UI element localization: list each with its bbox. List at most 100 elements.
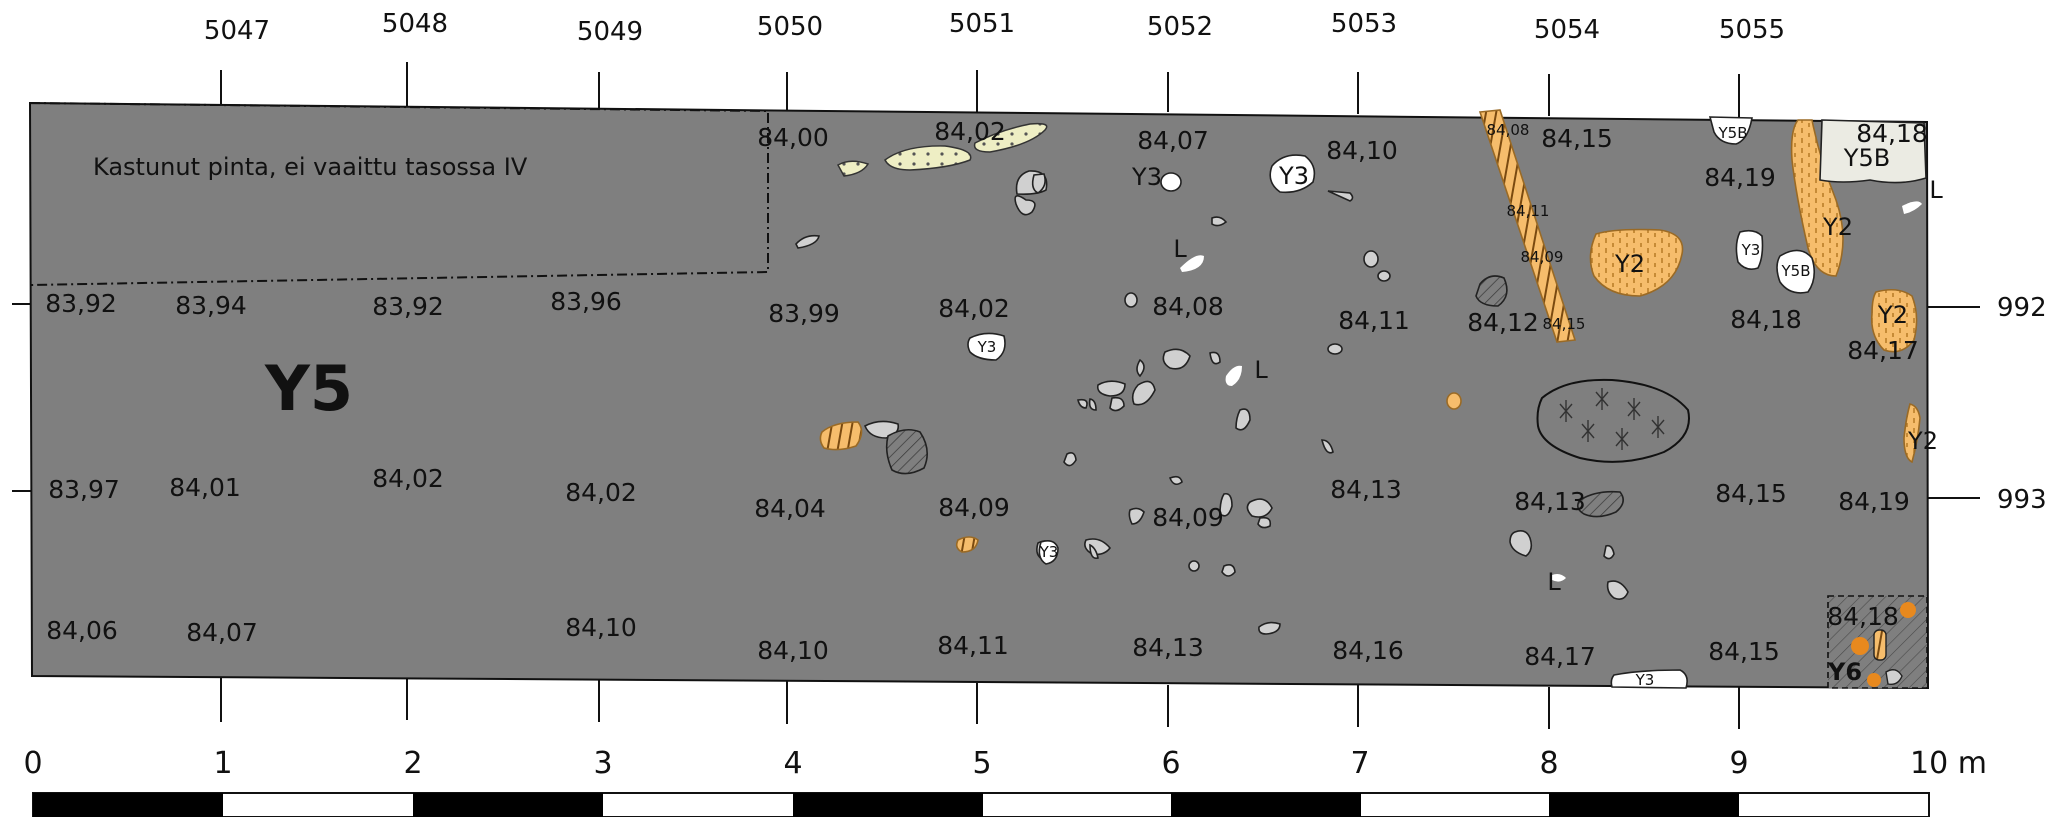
elevation-value: 84,15 [1541,124,1613,153]
elevation-value: 84,13 [1132,633,1204,662]
scale-label: 7 [1350,746,1369,781]
elevation-value: 84,08 [1487,121,1530,139]
elevation-value: 83,92 [372,292,444,321]
x-grid-label: 5052 [1147,12,1213,42]
x-grid-labels: 5047 5048 5049 5050 5051 5052 5053 5054 … [204,9,1785,47]
top-grid-ticks [220,62,1740,118]
x-grid-label: 5055 [1719,15,1785,45]
elevation-value: 84,18 [1856,119,1928,148]
elevation-value: 84,17 [1847,336,1919,365]
elevation-value: 84,09 [1521,248,1564,266]
elevation-value: 84,19 [1838,487,1910,516]
x-grid-label: 5051 [949,9,1015,39]
context-labels: Y3 Y3 Y3 Y3 Y3 Y3 L L L L Y2 Y2 Y2 Y2 Y5… [977,124,1944,689]
elevation-value: 84,10 [565,613,637,642]
context-label: Y5B [1718,124,1748,142]
burnt-area-boundary [29,102,769,286]
pale-deposits [836,122,1048,177]
context-label: Y5B [1843,144,1890,172]
scale-label: 6 [1161,746,1180,781]
context-label: Y3 [1635,671,1655,689]
context-label: Y3 [977,338,997,356]
scale-label: 4 [783,746,802,781]
elevation-value: 84,18 [1730,305,1802,334]
elevation-value: 83,97 [48,475,120,504]
elevation-value: 84,07 [186,618,258,647]
x-grid-label: 5050 [757,12,823,42]
elevation-value: 84,08 [1152,292,1224,321]
context-label: L [1254,356,1268,384]
elevation-value: 84,11 [937,631,1009,660]
burnt-area-note: Kastunut pinta, ei vaaittu tasossa IV [93,153,528,181]
elevation-value: 84,12 [1467,308,1539,337]
elevation-value: 84,13 [1514,487,1586,516]
elevation-value: 84,18 [1827,602,1899,631]
scale-label: 8 [1539,746,1558,781]
scale-label: 1 [213,746,232,781]
bottom-grid-ticks [220,675,1740,729]
context-label: Y3 [1131,163,1162,191]
elevation-value: 84,11 [1507,202,1550,220]
context-label: L [1929,176,1943,204]
elevation-value: 83,96 [550,287,622,316]
white-features [967,116,1927,689]
context-label: Y3 [1741,241,1761,259]
elevation-value: 84,07 [1137,126,1209,155]
x-grid-label: 5049 [577,17,643,47]
corner-area-y6 [1827,595,1928,689]
scale-label: 0 [23,746,42,781]
main-layer-label: Y5 [264,352,353,425]
elevation-readings: 84,00 84,02 84,07 84,10 84,08 84,15 84,1… [45,117,1928,671]
x-grid-label: 5053 [1331,9,1397,39]
elevation-value: 84,04 [754,494,826,523]
context-label: Y3 [1039,543,1059,561]
elevation-value: 84,10 [1326,136,1398,165]
excavation-surface [28,101,1930,690]
pit-feature [1536,378,1690,463]
elevation-value: 84,02 [934,117,1006,146]
context-label: Y2 [1907,427,1938,455]
side-grid-ticks [12,303,1980,499]
elevation-value: 84,02 [372,464,444,493]
elevation-value: 84,16 [1332,636,1404,665]
elevation-value: 84,11 [1338,306,1410,335]
elevation-value: 84,17 [1524,642,1596,671]
scale-bar [32,792,1930,817]
elevation-value: 83,94 [175,291,247,320]
y-grid-label: 993 [1997,485,2045,515]
scale-label: 10 m [1910,746,1987,781]
elevation-value: 84,06 [46,616,118,645]
elevation-value: 84,10 [757,636,829,665]
y-grid-label: 992 [1997,293,2045,323]
white-flecks [1180,201,1922,582]
elevation-value: 84,01 [169,473,241,502]
elevation-value: 84,02 [938,294,1010,323]
elevation-value: 84,19 [1704,163,1776,192]
scale-label: 2 [403,746,422,781]
scale-label: 5 [972,746,991,781]
context-label: Y5B [1781,262,1811,280]
x-grid-label: 5047 [204,16,270,46]
scale-label: 3 [593,746,612,781]
x-grid-label: 5054 [1534,15,1600,45]
context-label: L [1547,568,1561,596]
elevation-value: 84,09 [938,493,1010,522]
sand-features [819,109,1921,553]
context-label: Y2 [1877,301,1908,329]
y-grid-labels: 992 993 [1997,293,2045,515]
hatched-features [885,275,1624,518]
elevation-value: 84,15 [1715,479,1787,508]
elevation-value: 84,09 [1152,503,1224,532]
elevation-value: 84,02 [565,478,637,507]
scale-label: 9 [1729,746,1748,781]
x-grid-label: 5048 [382,9,448,39]
elevation-value: 84,13 [1330,475,1402,504]
elevation-value: 84,15 [1708,637,1780,666]
context-label: Y2 [1822,213,1853,241]
corner-layer-label: Y6 [1827,658,1862,686]
context-label: L [1173,235,1187,263]
elevation-value: 83,92 [45,289,117,318]
context-label: Y3 [1278,162,1309,190]
elevation-value: 84,15 [1543,315,1586,333]
